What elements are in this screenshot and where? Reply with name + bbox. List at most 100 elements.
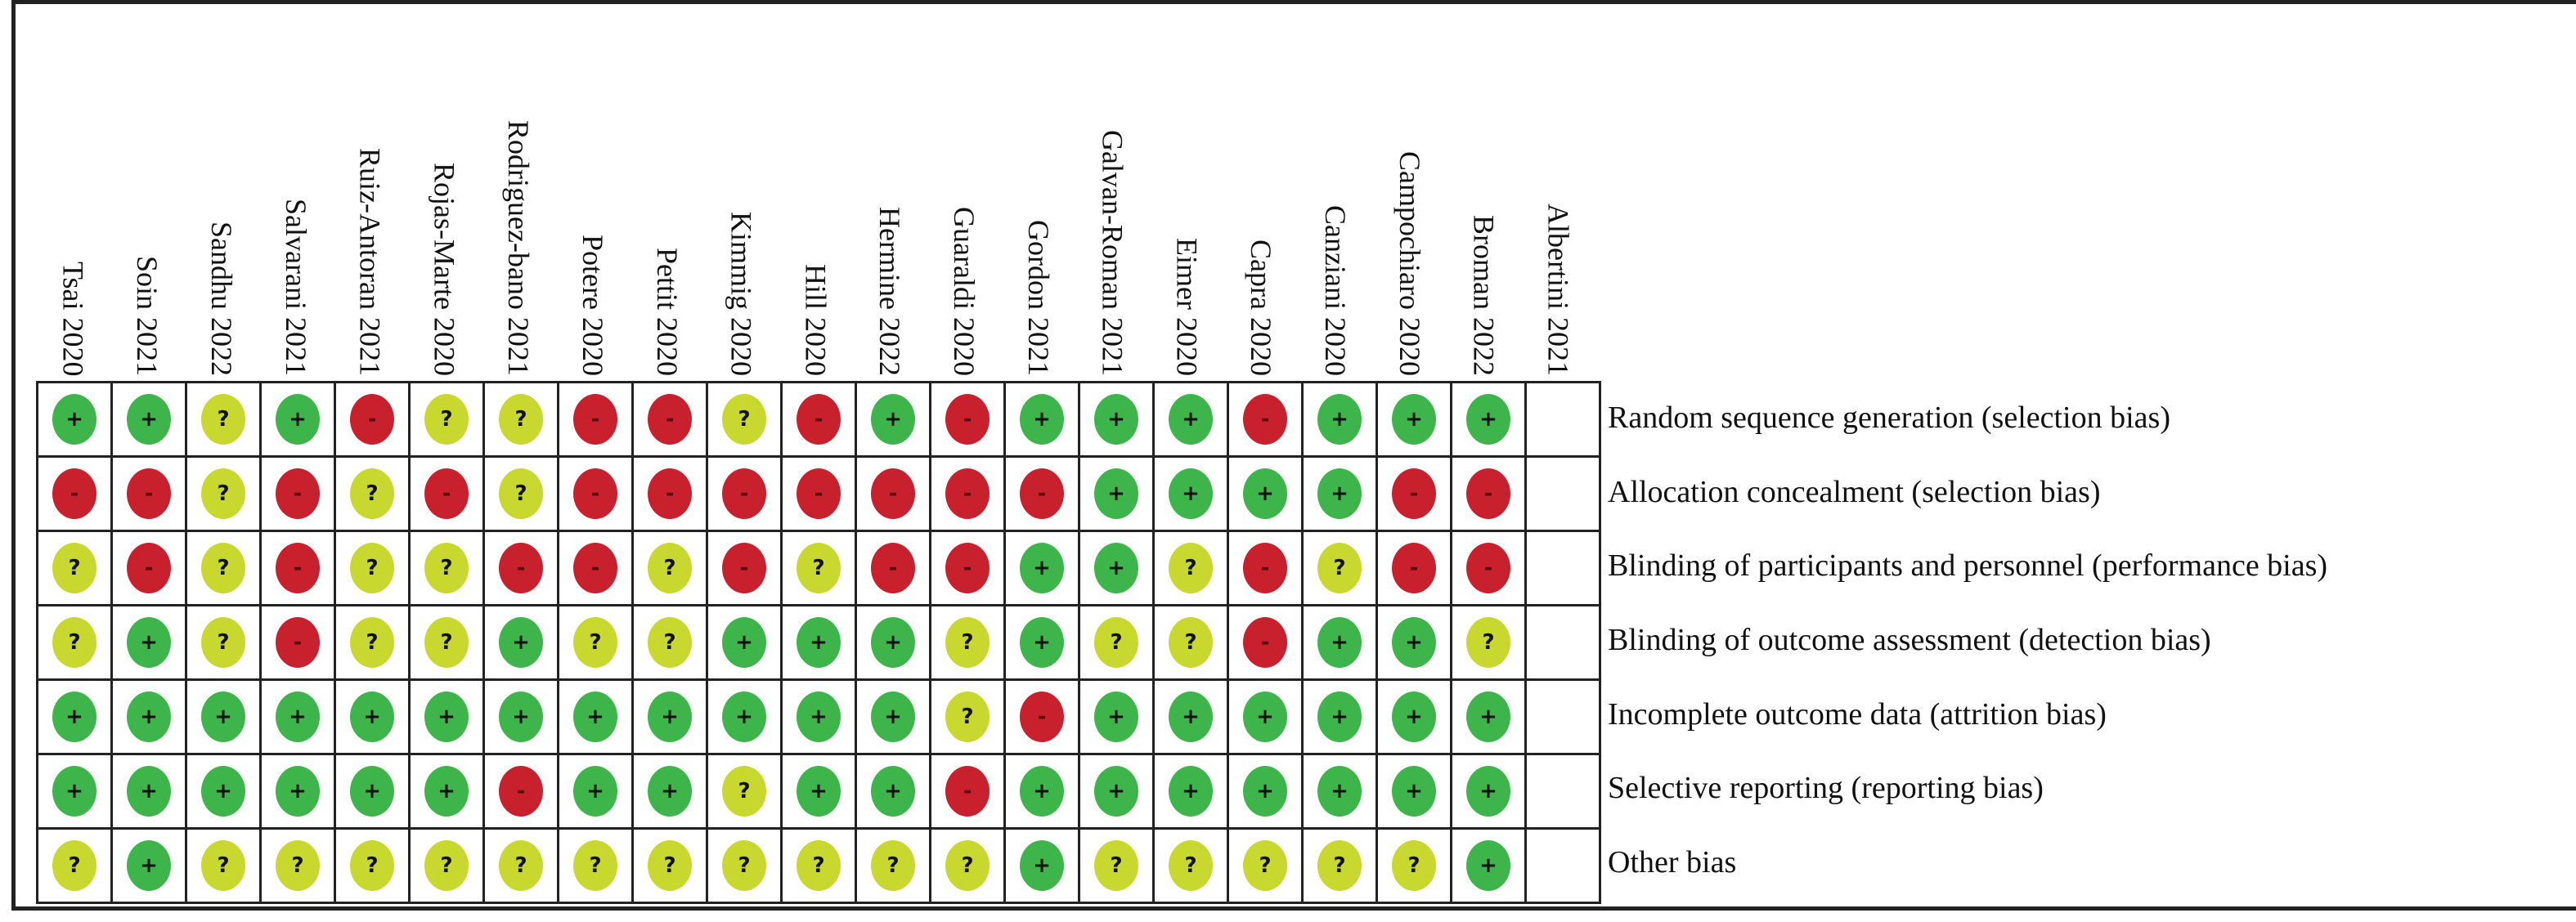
judgement-cell: ? xyxy=(259,827,336,904)
high-risk-minus-icon: - xyxy=(722,543,766,593)
judgement-cell: - xyxy=(780,455,857,532)
unclear-risk-question-icon: ? xyxy=(945,840,990,891)
high-risk-minus-icon: - xyxy=(871,468,915,519)
judgement-cell: - xyxy=(706,455,783,532)
low-risk-plus-icon: + xyxy=(1392,394,1436,445)
judgement-cell: + xyxy=(1078,753,1155,830)
low-risk-plus-icon: + xyxy=(1392,766,1436,817)
unclear-risk-question-icon: ? xyxy=(499,840,543,891)
high-risk-minus-icon: - xyxy=(127,543,171,593)
study-label-text: Potere 2020 xyxy=(576,235,609,376)
low-risk-plus-icon: + xyxy=(1243,468,1287,519)
study-label: Eimer 2020 xyxy=(1150,16,1224,376)
judgement-cell: - xyxy=(259,530,336,606)
low-risk-plus-icon: + xyxy=(1094,766,1138,817)
judgement-cell xyxy=(1524,604,1601,681)
unclear-risk-question-icon: ? xyxy=(424,840,469,891)
judgement-cell: ? xyxy=(185,530,262,606)
high-risk-minus-icon: - xyxy=(127,468,171,519)
judgement-cell: + xyxy=(1450,381,1527,458)
judgement-cell: + xyxy=(1227,455,1304,532)
low-risk-plus-icon: + xyxy=(350,692,394,742)
high-risk-minus-icon: - xyxy=(1243,394,1287,445)
high-risk-minus-icon: - xyxy=(945,394,990,445)
judgement-cell: + xyxy=(185,678,262,755)
unclear-risk-question-icon: ? xyxy=(201,394,245,445)
judgement-cell: ? xyxy=(929,827,1006,904)
judgement-cell: + xyxy=(1450,827,1527,904)
low-risk-plus-icon: + xyxy=(648,692,692,742)
judgement-cell: + xyxy=(1301,604,1378,681)
study-label: Capra 2020 xyxy=(1224,16,1299,376)
domain-label: Blinding of outcome assessment (detectio… xyxy=(1608,623,2211,658)
judgement-cell: + xyxy=(1227,753,1304,830)
high-risk-minus-icon: - xyxy=(1243,543,1287,593)
study-label: Albertini 2021 xyxy=(1521,16,1595,376)
high-risk-minus-icon: - xyxy=(797,394,841,445)
low-risk-plus-icon: + xyxy=(871,766,915,817)
judgement-cell: + xyxy=(780,678,857,755)
low-risk-plus-icon: + xyxy=(1020,766,1064,817)
judgement-cell: - xyxy=(1450,530,1527,606)
low-risk-plus-icon: + xyxy=(1094,543,1138,593)
study-label: Soin 2021 xyxy=(110,16,185,376)
judgement-cell: + xyxy=(1450,753,1527,830)
low-risk-plus-icon: + xyxy=(276,394,320,445)
judgement-cell: ? xyxy=(706,827,783,904)
judgement-cell: ? xyxy=(334,604,411,681)
judgement-cell: - xyxy=(36,455,113,532)
judgement-cell: - xyxy=(259,455,336,532)
unclear-risk-question-icon: ? xyxy=(722,766,766,817)
high-risk-minus-icon: - xyxy=(945,766,990,817)
low-risk-plus-icon: + xyxy=(1317,617,1362,668)
judgement-cell: - xyxy=(780,381,857,458)
study-label: Broman 2022 xyxy=(1447,16,1521,376)
low-risk-plus-icon: + xyxy=(1169,692,1213,742)
study-label-text: Kimmig 2020 xyxy=(725,211,758,376)
unclear-risk-question-icon: ? xyxy=(201,840,245,891)
judgement-cell: - xyxy=(855,530,931,606)
judgement-cell xyxy=(1524,827,1601,904)
domain-label: Allocation concealment (selection bias) xyxy=(1608,474,2101,509)
high-risk-minus-icon: - xyxy=(424,468,469,519)
judgement-cell: + xyxy=(706,678,783,755)
judgement-cell: + xyxy=(631,678,708,755)
judgement-cell: - xyxy=(334,381,411,458)
judgement-cell: + xyxy=(1003,753,1080,830)
judgement-cell: ? xyxy=(185,827,262,904)
judgement-cell: + xyxy=(1003,530,1080,606)
unclear-risk-question-icon: ? xyxy=(648,543,692,593)
low-risk-plus-icon: + xyxy=(127,692,171,742)
high-risk-minus-icon: - xyxy=(1392,543,1436,593)
judgement-cell: + xyxy=(1376,678,1452,755)
low-risk-plus-icon: + xyxy=(797,692,841,742)
judgement-cell: + xyxy=(706,604,783,681)
low-risk-plus-icon: + xyxy=(1020,543,1064,593)
judgement-cell: + xyxy=(1376,381,1452,458)
judgement-cell: ? xyxy=(706,753,783,830)
judgement-cell: ? xyxy=(482,381,559,458)
domain-label: Selective reporting (reporting bias) xyxy=(1608,771,2044,806)
low-risk-plus-icon: + xyxy=(871,394,915,445)
judgement-cell: + xyxy=(1078,678,1155,755)
high-risk-minus-icon: - xyxy=(350,394,394,445)
judgement-cell: + xyxy=(855,381,931,458)
domain-row: + + + + + + - + +? + + - + + + + + + + xyxy=(36,753,1601,830)
judgement-cell xyxy=(1524,381,1601,458)
judgement-cell: ? xyxy=(408,530,485,606)
judgement-cell: + xyxy=(1003,827,1080,904)
unclear-risk-question-icon: ? xyxy=(945,692,990,742)
judgement-cell: + xyxy=(36,753,113,830)
high-risk-minus-icon: - xyxy=(276,617,320,668)
study-label-text: Albertini 2021 xyxy=(1542,204,1575,376)
judgement-cell: + xyxy=(1301,678,1378,755)
low-risk-plus-icon: + xyxy=(1169,766,1213,817)
judgement-cell: + xyxy=(780,604,857,681)
unclear-risk-question-icon: ? xyxy=(424,543,469,593)
domain-row: ? -? -?? - -? -? - - + +? -? - - xyxy=(36,530,1601,606)
unclear-risk-question-icon: ? xyxy=(1169,617,1213,668)
low-risk-plus-icon: + xyxy=(1094,468,1138,519)
high-risk-minus-icon: - xyxy=(871,543,915,593)
high-risk-minus-icon: - xyxy=(1392,468,1436,519)
study-label-text: Pettit 2020 xyxy=(650,247,684,376)
